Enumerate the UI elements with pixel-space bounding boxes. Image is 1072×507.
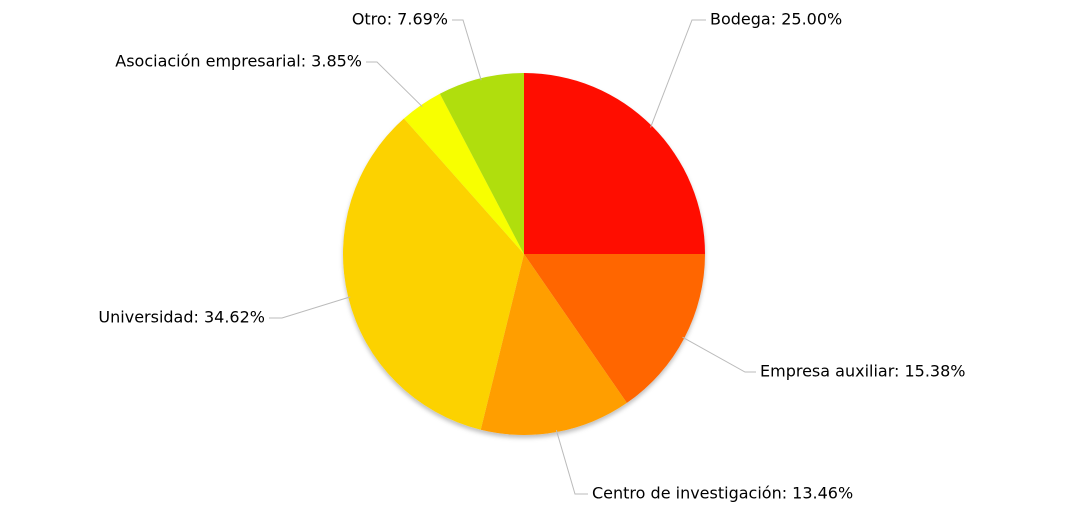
slice-label: Empresa auxiliar: 15.38% <box>760 362 965 381</box>
leader-line <box>452 19 482 81</box>
slice-label: Centro de investigación: 13.46% <box>592 484 853 503</box>
pie-slice <box>403 93 524 254</box>
leader-line <box>682 336 756 373</box>
pie-slice <box>439 73 524 254</box>
pie <box>343 73 705 435</box>
leader-line <box>650 19 706 128</box>
leader-line <box>366 61 423 108</box>
leader-line <box>269 296 351 319</box>
pie-slice <box>343 118 524 430</box>
slice-label: Bodega: 25.00% <box>710 10 842 29</box>
pie-slice <box>524 254 705 403</box>
slice-label: Universidad: 34.62% <box>98 308 265 327</box>
leader-line <box>555 429 588 495</box>
pie-slice <box>524 73 705 254</box>
slice-label: Otro: 7.69% <box>352 10 448 29</box>
pie-slice <box>480 254 627 435</box>
slice-label: Asociación empresarial: 3.85% <box>115 52 362 71</box>
